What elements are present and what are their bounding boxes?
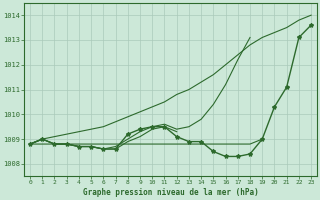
X-axis label: Graphe pression niveau de la mer (hPa): Graphe pression niveau de la mer (hPa)	[83, 188, 259, 197]
